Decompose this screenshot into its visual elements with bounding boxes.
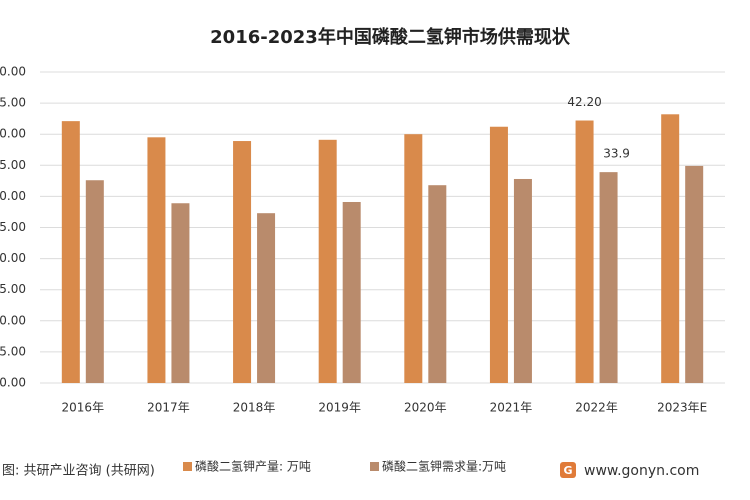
logo-letter: G — [563, 464, 572, 477]
y-tick-label: 5.00 — [0, 344, 26, 358]
chart-title: 2016-2023年中国磷酸二氢钾市场供需现状 — [210, 26, 571, 48]
bar — [171, 203, 190, 383]
y-tick-label: 40.00 — [0, 127, 26, 141]
x-tick-label: 2021年 — [490, 401, 533, 415]
bar — [233, 141, 252, 383]
y-tick-label: 30.00 — [0, 189, 26, 203]
bar — [428, 185, 447, 383]
y-tick-label: 50.00 — [0, 65, 26, 79]
y-tick-label: 10.00 — [0, 313, 26, 327]
x-tick-label: 2017年 — [147, 401, 190, 415]
bar — [575, 120, 594, 384]
y-tick-label: 35.00 — [0, 158, 26, 172]
x-tick-label: 2020年 — [404, 401, 447, 415]
bar — [61, 121, 80, 383]
y-tick-label: 25.00 — [0, 220, 26, 234]
x-tick-label: 2016年 — [62, 401, 105, 415]
legend-label: 磷酸二氢钾需求量:万吨 — [382, 459, 506, 474]
legend-swatch — [370, 462, 379, 471]
y-tick-label: 20.00 — [0, 251, 26, 265]
bar — [599, 172, 618, 383]
bar — [661, 114, 680, 384]
bar — [342, 201, 361, 383]
bar — [147, 137, 166, 383]
x-tick-label: 2022年 — [575, 401, 618, 415]
source: 图: 共研产业咨询 (共研网) — [2, 464, 155, 479]
website: www.gonyn.com — [584, 463, 699, 479]
x-tick-label: 2019年 — [318, 401, 361, 415]
bar — [85, 180, 104, 383]
x-tick-label: 2018年 — [233, 401, 276, 415]
bar — [404, 134, 423, 383]
y-tick-label: 0.00 — [0, 376, 26, 390]
value-label: 33.9 — [603, 147, 630, 161]
bar — [257, 213, 276, 383]
y-tick-label: 15.00 — [0, 282, 26, 296]
y-tick-label: 45.00 — [0, 96, 26, 110]
bar — [513, 178, 532, 383]
logo — [560, 462, 576, 478]
value-label: 42.20 — [567, 95, 601, 109]
legend-swatch — [183, 462, 192, 471]
bar — [489, 126, 508, 384]
bar — [318, 139, 337, 383]
bar — [685, 165, 704, 383]
legend-label: 磷酸二氢钾产量: 万吨 — [195, 459, 311, 474]
x-tick-label: 2023年E — [657, 401, 707, 415]
